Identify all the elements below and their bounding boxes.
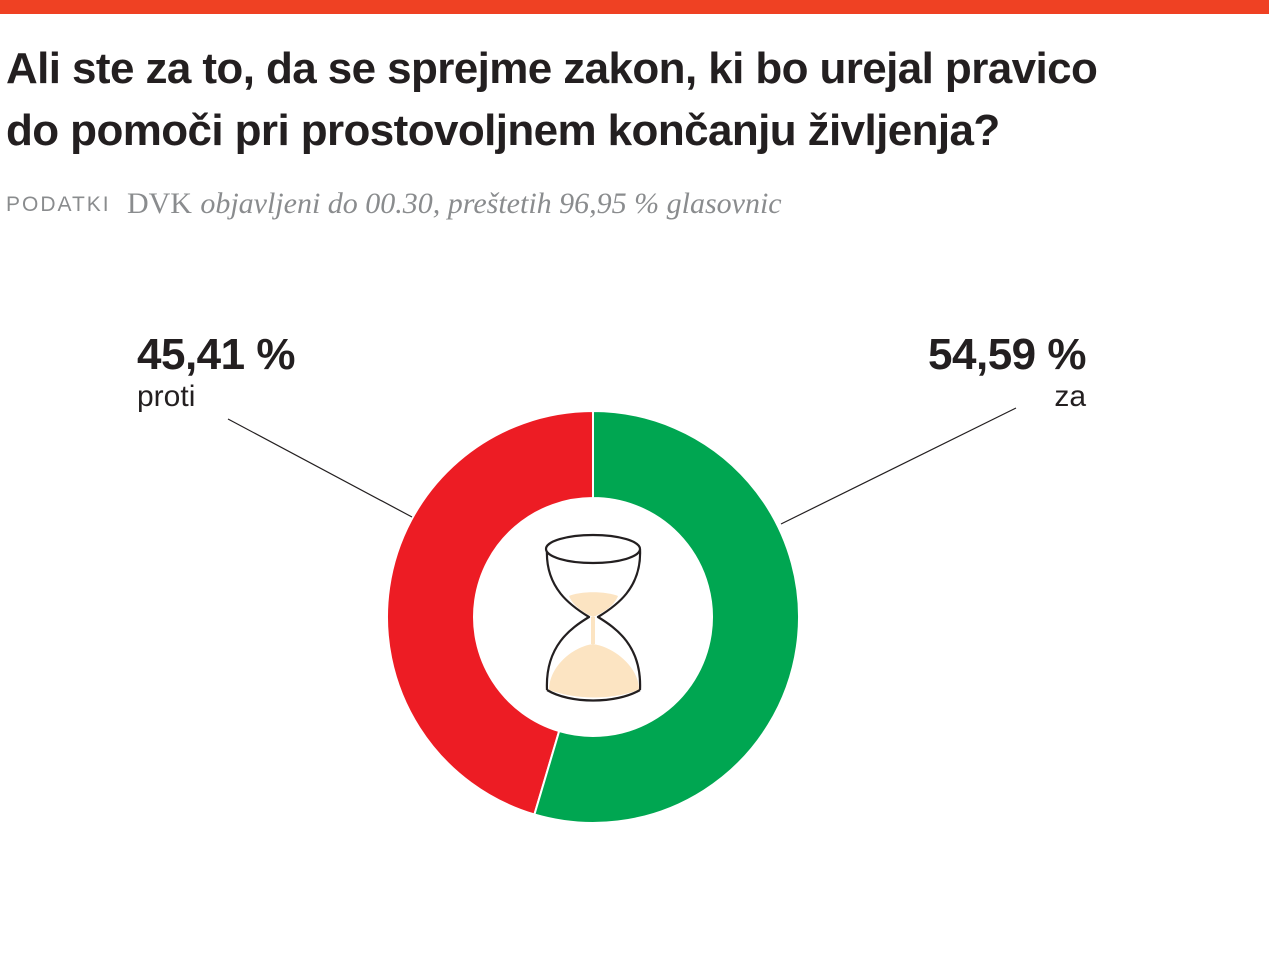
leader-line-proti: [227, 418, 413, 518]
source-note: objavljeni do 00.30, preštetih 96,95 % g…: [200, 187, 782, 220]
source-line: PODATKI DVK objavljeni do 00.30, preštet…: [6, 184, 782, 225]
source-label: PODATKI: [6, 193, 111, 216]
label-proti: 45,41 % proti: [137, 330, 295, 414]
hourglass-icon: [544, 533, 642, 702]
value-label-proti: 45,41 %: [137, 330, 295, 379]
hourglass-sand-stream: [591, 617, 595, 644]
chart-title: Ali ste za to, da se sprejme zakon, ki b…: [6, 38, 1256, 162]
value-label-za: 54,59 %: [928, 330, 1086, 379]
label-za: 54,59 % za: [928, 330, 1086, 414]
chart-title-line-2: do pomoči pri prostovoljnem končanju živ…: [6, 106, 1000, 155]
hourglass-bottom-rim: [546, 689, 641, 702]
donut-slices: [386, 409, 800, 824]
source-org: DVK: [126, 187, 192, 220]
category-label-za: za: [1054, 380, 1086, 413]
hourglass-sand-bottom: [549, 644, 639, 698]
hourglass-body: [545, 548, 642, 691]
donut-slice-za: [533, 409, 800, 824]
donut-slice-proti: [386, 409, 594, 816]
top-accent-bar: [0, 0, 1269, 14]
hourglass-sand-top: [569, 592, 618, 617]
leader-line-za: [780, 407, 1017, 525]
hourglass-top-rim: [544, 533, 642, 565]
chart-title-line-1: Ali ste za to, da se sprejme zakon, ki b…: [6, 44, 1098, 93]
category-label-proti: proti: [137, 380, 196, 413]
